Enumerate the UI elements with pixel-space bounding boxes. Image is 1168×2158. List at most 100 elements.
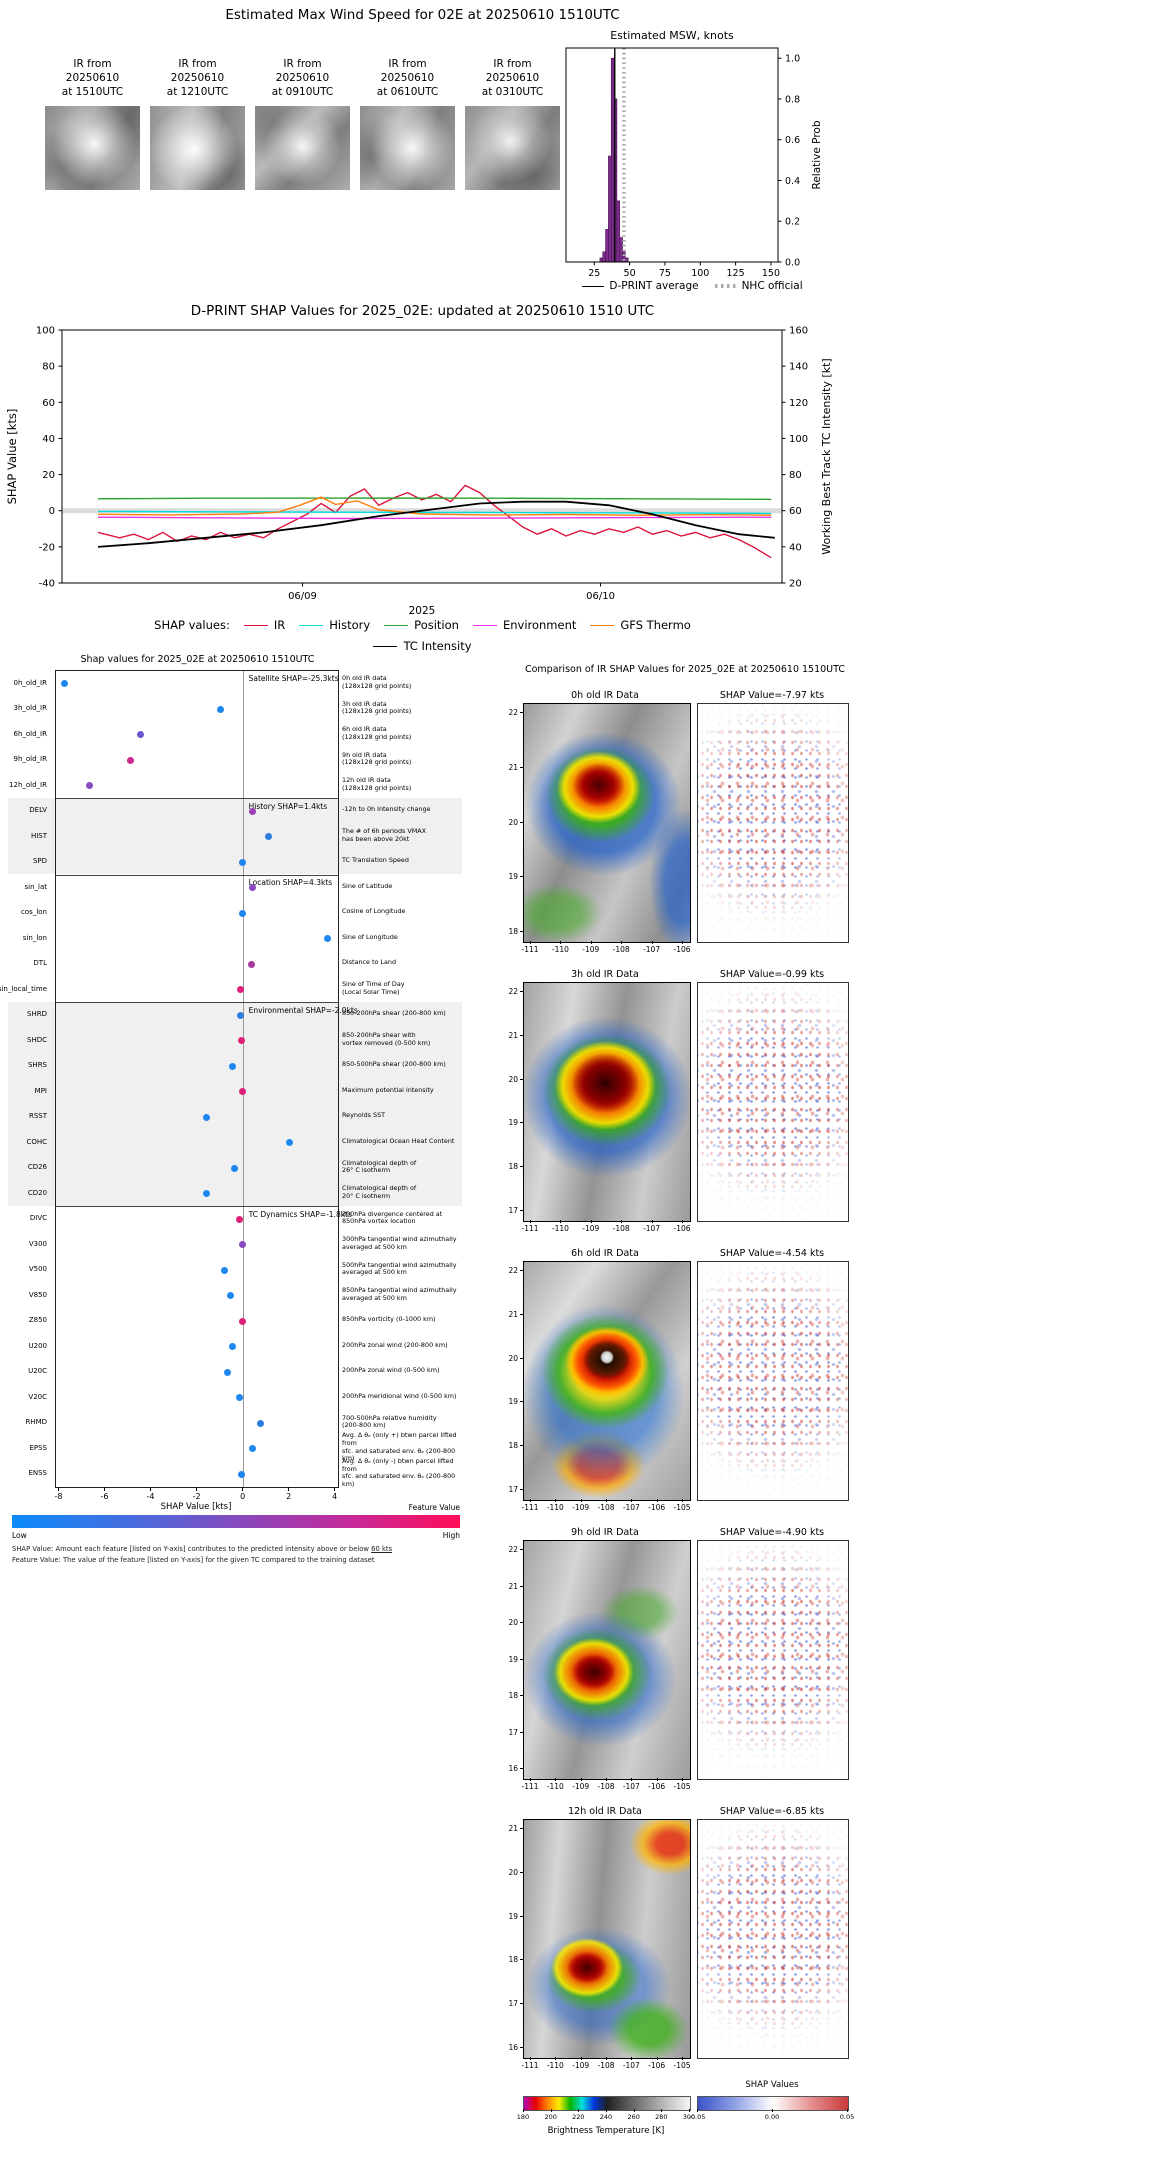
shap-colorbar-tick-mark	[697, 2109, 698, 2112]
ir-map-xtick-label: -106	[673, 1224, 691, 1233]
xtick-mark	[57, 1487, 59, 1491]
feature-dot	[136, 731, 144, 739]
legend-label: IR	[273, 618, 286, 632]
ir-map-xtick-mark	[631, 1499, 633, 1502]
feature-label: SHRS	[27, 1061, 47, 1070]
feature-description: 850-200hPa shear (200-800 km)	[342, 1009, 446, 1018]
feature-dot	[238, 909, 246, 917]
feature-label: RHMD	[25, 1418, 47, 1427]
series-line-history	[97, 510, 772, 515]
ir-data-title: 12h old IR Data	[568, 1806, 642, 1817]
beeswarm-plot: Satellite SHAP=-25.3kts History SHAP=1.4k…	[55, 670, 358, 1488]
feature-dot	[238, 1317, 246, 1325]
ir-map-xtick-label: -109	[572, 1503, 590, 1512]
histogram-frame	[565, 47, 779, 263]
ir-map-xtick-label: -106	[648, 1503, 666, 1512]
shap-map-image	[697, 1540, 849, 1780]
histogram-legend: D-PRINT average NHC official	[540, 280, 845, 292]
ir-thumbnail-image	[45, 105, 140, 190]
ir-map-ytick-mark	[520, 1585, 523, 1587]
xtick-mark	[334, 1487, 336, 1491]
ir-thumbnail-image	[255, 105, 350, 190]
ir-map-xtick-mark	[682, 2057, 683, 2060]
feature-description: Avg. Δ θₑ (only +) btwn parcel lifted fr…	[342, 1431, 457, 1463]
ir-map-ytick-label: 18	[508, 1441, 518, 1451]
ir-map-xtick-label: -108	[597, 2061, 615, 2070]
ir-map-xtick-mark	[560, 941, 562, 944]
xtick-label: 2	[286, 1492, 292, 1501]
ir-map-ytick-label: 21	[508, 1309, 518, 1319]
bt-colorbar-tick-mark	[523, 2109, 524, 2112]
feature-description: 700-500hPa relative humidity (200-800 km…	[342, 1413, 437, 1430]
bt-colorbar-tick-label: 200	[544, 2113, 557, 2121]
ir-map-ytick-label: 18	[508, 1162, 518, 1172]
feature-dot	[127, 756, 135, 764]
ir-map-ytick-label: 21	[508, 1824, 518, 1833]
bt-colorbar-tick-mark	[661, 2109, 663, 2112]
ir-map-ytick-mark	[520, 1313, 523, 1315]
ir-map-ytick-label: 21	[508, 1581, 518, 1591]
feature-label: U20C	[28, 1367, 47, 1376]
ir-map-xtick-mark	[580, 1778, 582, 1781]
feature-dot	[60, 680, 68, 688]
ir-map-ytick-mark	[520, 1871, 523, 1873]
ir-map-xtick-mark	[560, 1220, 562, 1223]
ir-map-xtick-label: -111	[521, 2061, 539, 2070]
ir-data-image	[523, 703, 691, 943]
ir-map-xtick-mark	[555, 2057, 557, 2060]
feature-label: sin_local_time	[0, 984, 47, 993]
timeseries-ylabel-right: Working Best Track TC Intensity [kt]	[820, 358, 833, 554]
legend-line-sample	[590, 624, 615, 626]
ir-map-xtick-mark	[682, 941, 683, 944]
ir-thumbnail-label: IR from 20250610 at 0610UTC	[376, 58, 439, 98]
ir-map-ytick-mark	[520, 2003, 523, 2005]
right-ytick-label: 120	[789, 398, 808, 409]
feature-label: 0h_old_IR	[13, 678, 48, 687]
ir-data-title: 9h old IR Data	[571, 1527, 639, 1538]
left-ytick-label: 20	[42, 470, 55, 481]
feature-label: cos_lon	[21, 908, 47, 917]
shap-value-footnote-underline: 60 kts	[371, 1545, 393, 1553]
shap-colorbar-tick-label: -0.05	[688, 2113, 706, 2121]
ir-map-ytick-mark	[520, 991, 523, 992]
feature-label: 3h_old_IR	[13, 704, 48, 713]
bt-colorbar-tick-mark	[689, 2109, 690, 2112]
timeseries-legend-prefix: SHAP values:	[154, 618, 230, 632]
histogram-xtick-label: 100	[691, 268, 709, 276]
feature-label: V850	[28, 1290, 47, 1299]
beeswarm-feature-labels: 0h_old_IR 3h_old_IR 6h_old_IR 9h_old_IR 12h_…	[0, 670, 51, 1486]
feature-description: Cosine of Longitude	[342, 907, 406, 916]
ir-map-xtick-mark	[631, 2057, 633, 2060]
shap-values-colorbar	[697, 2096, 849, 2111]
feature-dot	[236, 1011, 244, 1019]
ir-map-xtick-label: -107	[643, 945, 661, 954]
timeseries-frame	[61, 329, 783, 584]
feature-label: SHDC	[27, 1035, 47, 1044]
group-label: TC Dynamics SHAP=-1.8kts	[248, 1209, 352, 1219]
legend-item-history: History	[299, 618, 370, 632]
bt-colorbar-tick-label: 300	[682, 2113, 696, 2121]
feature-description: 850-500hPa shear (200-800 km)	[342, 1060, 446, 1069]
ir-map-xtick-mark	[656, 2057, 658, 2060]
shap-colorbar-tick-mark	[847, 2109, 848, 2112]
ir-thumbnail-image	[465, 105, 560, 190]
legend-label: Position	[414, 618, 459, 632]
feature-dot	[203, 1113, 211, 1121]
ir-map-ytick-label: 21	[508, 762, 518, 772]
ir-map-ytick-label: 19	[508, 1118, 518, 1128]
ir-map-ytick-label: 19	[508, 1911, 518, 1921]
feature-description: 200hPa zonal wind (0-500 km)	[342, 1366, 440, 1375]
feature-dot	[235, 1215, 243, 1223]
histogram-ytick-label: 0.8	[785, 94, 800, 105]
shap-colorbar-title: SHAP Values	[745, 2080, 799, 2090]
ir-thumbnail-strip: IR from 20250610 at 1510UTC IR from 20250…	[44, 58, 561, 190]
feature-dot	[220, 1266, 228, 1274]
ir-map-ytick-mark	[520, 1357, 523, 1359]
ir-map-ytick-mark	[520, 931, 523, 932]
legend-item-gfs-thermo: GFS Thermo	[590, 618, 691, 632]
feature-value-colorbar-title: Feature Value	[408, 1503, 460, 1512]
histogram-ytick-label: 0.2	[785, 217, 800, 228]
feature-dot	[227, 1292, 235, 1300]
feature-description: Sine of Longitude	[342, 932, 398, 941]
beeswarm-xlabel: SHAP Value [kts]	[160, 1502, 232, 1512]
